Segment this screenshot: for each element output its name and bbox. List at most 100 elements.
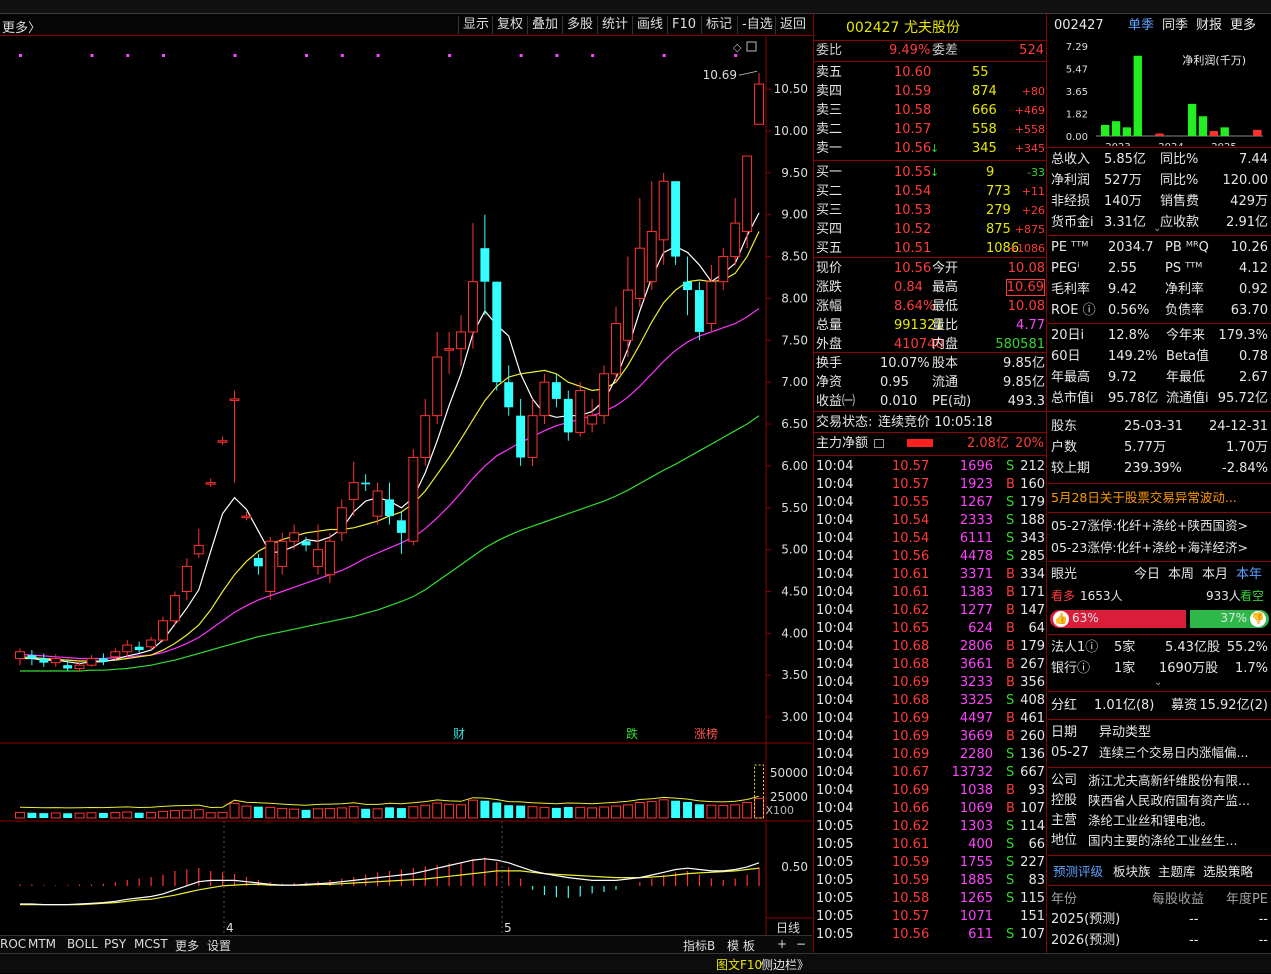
news-item-1[interactable]: 5月28日关于股票交易异常波动... [1051,490,1237,505]
tab-year[interactable]: 本年 [1236,567,1263,582]
toolbar-display-button[interactable]: 显示 [458,16,493,34]
template-button[interactable]: 模 板 [727,939,755,953]
tab-theme[interactable]: 主题库 [1158,864,1196,879]
sell-volume: 558 [972,122,997,137]
toolbar-watchlist-button[interactable]: -自选 [737,16,777,34]
toolbar-overlay-button[interactable]: 叠加 [527,16,562,34]
sidebar-toggle[interactable]: 侧边栏》 [761,958,810,972]
news-item-2[interactable]: 05-27涨停:化纤+涤纶+陕西国资> [1051,518,1248,533]
tab-same-quarter[interactable]: 同季 [1162,18,1189,33]
tab-roc[interactable]: ROC [0,937,27,951]
y-tick-label: 1.82 [1066,110,1088,121]
metric-label: 年最低 [1166,370,1206,385]
tick-count: 115 [1020,891,1045,906]
volume-unit-label: X100 [765,804,794,817]
event-marker[interactable]: 跌 [626,726,638,741]
diamond-icon[interactable]: ◇ [733,41,742,54]
tab-mtm[interactable]: MTM [28,937,57,951]
tick-time: 10:04 [816,711,854,726]
company-row[interactable]: 地位 国内主要的涤纶工业丝生... [1048,831,1271,851]
tab-settings[interactable]: 设置 [207,939,232,953]
chevron-down-icon[interactable]: ⌄ [1153,223,1162,234]
tick-time: 10:04 [816,801,854,816]
toolbar-stats-button[interactable]: 统计 [597,16,632,34]
tick-row: 10:04 10.69 2280 S 136 [814,746,1047,764]
tick-volume: 1923 [959,477,993,492]
event-marker[interactable]: 财 [453,727,465,741]
metric-label: PB ᴹᴿQ [1165,240,1209,255]
tick-row: 10:04 10.69 3233 B 356 [814,674,1047,692]
metric-label: PE ᵀᵀᴹ [1051,240,1089,255]
volume-axis-label: 50000 [770,766,808,780]
tab-psy[interactable]: PSY [104,937,127,951]
candle-body [348,482,359,500]
tab-week[interactable]: 本周 [1168,567,1195,582]
bear-bar[interactable]: 37% 👎 [1190,610,1269,628]
candle-body [277,540,288,567]
tab-mcst[interactable]: MCST [134,937,168,951]
tick-side: S [1006,765,1015,780]
news-item-3[interactable]: 05-23涨停:化纤+涤纶+海洋经济> [1051,540,1248,555]
toolbar-back-button[interactable]: 返回 [775,16,810,34]
toolbar-mark-button[interactable]: 标记 [701,16,736,34]
stat-label: 收益㈠ [816,394,856,409]
stat-value: 10.69 [1005,279,1045,296]
tab-single-quarter[interactable]: 单季 [1128,18,1155,33]
tab-strategy[interactable]: 选股策略 [1203,864,1254,879]
more-menu[interactable]: 更多〉 [2,21,42,36]
ma-line-green [20,415,760,672]
tab-month[interactable]: 本月 [1202,567,1229,582]
bank-holder-row: 银行ⓘ 1家 1690万股 1.7% [1051,661,1268,676]
buy-volume: 9 [986,165,995,180]
indicator-b-button[interactable]: 指标B [683,939,716,953]
candle-body [456,331,466,350]
toolbar-draw-button[interactable]: 画线 [632,16,667,34]
zoom-in-button[interactable]: + [777,937,788,951]
price-axis-label: 4.00 [781,626,808,640]
tab-more-fin[interactable]: 更多 [1230,18,1257,33]
bull-bar[interactable]: 👍 63% [1050,610,1186,628]
event-row[interactable]: 05-27 连续三个交易日内涨幅偏... [1051,745,1249,760]
tab-forecast[interactable]: 预测评级 [1053,864,1104,879]
chart-background [0,36,812,935]
volume-bar [683,801,692,818]
period-label[interactable]: 日线 [776,921,800,935]
tab-today[interactable]: 今日 [1134,567,1161,582]
volume-bar [504,805,514,818]
tab-boll[interactable]: BOLL [67,937,98,951]
toolbar-multi-stock-button[interactable]: 多股 [562,16,597,34]
company-row[interactable]: 主营 涤纶工业丝和锂电池。 [1048,811,1271,831]
arrow-down-icon: ↓ [930,166,940,179]
volume-bar [396,808,406,818]
f10-link[interactable]: 图文F10 [716,958,763,972]
volume-bar [158,810,168,819]
toolbar-adjust-button[interactable]: 复权 [492,16,527,34]
volume-bar [229,802,240,819]
thumbs-down-icon[interactable]: 👎 [1250,611,1266,627]
dividend-row: 分红 1.01亿(8) 募资 15.92亿(2) [1051,698,1268,713]
tab-sector[interactable]: 板块族 [1113,864,1151,879]
panel-toggle-icon[interactable] [746,41,757,52]
perf-row: 总市值ⅰ 95.78亿 流通值ⅰ 95.72亿 [1048,389,1271,409]
kline-chart[interactable]: 10.50 10.00 9.50 9.00 8.50 8.00 7.50 7.00 6.50 6.… [0,36,812,944]
order-ratio-row: 委比 9.49% 委差 524 [816,43,1044,58]
zoom-out-button[interactable]: − [796,937,807,951]
tick-row: 10:04 10.57 1923 B 160 [814,476,1047,494]
fin-row: 货币金ⅰ 3.31亿 应收款 2.91亿 [1048,213,1271,233]
metric-label: 总收入 [1051,152,1091,167]
buy-price: 10.51 [894,241,932,256]
thumbs-up-icon[interactable]: 👍 [1053,611,1069,627]
event-marker[interactable]: 涨榜 [694,726,718,741]
tab-report[interactable]: 财报 [1196,18,1223,33]
toolbar-f10-button[interactable]: F10 [667,16,700,34]
company-row[interactable]: 公司 浙江尤夫高新纤维股份有限... [1048,771,1271,791]
chevron-down-icon[interactable]: ⌄ [1154,677,1163,688]
candle-body [658,180,669,241]
tick-side: S [1006,693,1015,708]
tab-more[interactable]: 更多 [175,939,200,953]
price-axis-label: 9.50 [781,166,808,180]
company-row[interactable]: 控股 陕西省人民政府国有资产监... [1048,791,1271,811]
forecast-pe: -- [1258,933,1268,948]
metric-value: 0.56% [1108,303,1150,318]
tick-price: 10.69 [892,729,930,744]
